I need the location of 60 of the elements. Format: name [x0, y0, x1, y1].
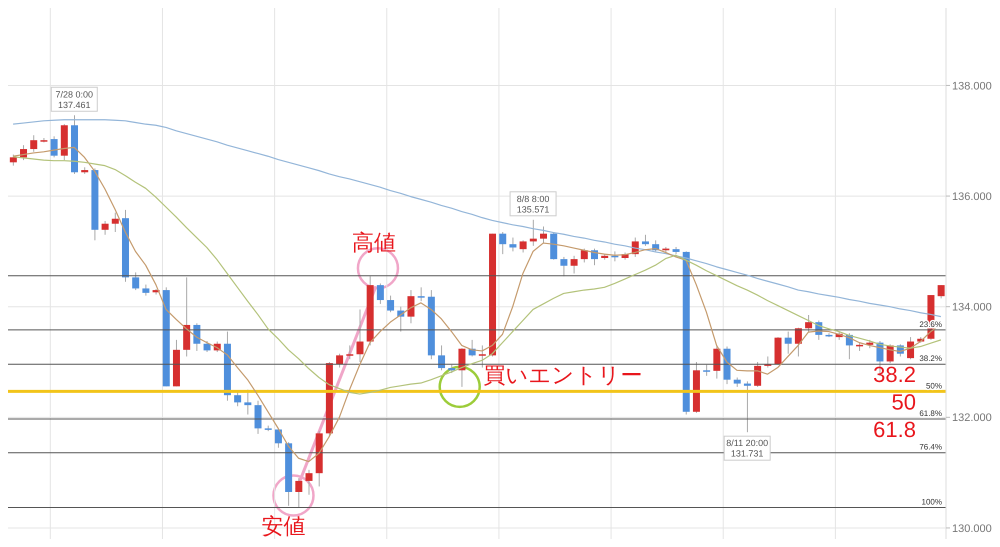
candlestick	[580, 248, 588, 263]
annotation: 38.2%	[919, 354, 942, 364]
candlestick	[50, 136, 58, 158]
candlestick	[274, 428, 282, 448]
annotation: 76.4%	[919, 442, 942, 452]
candlestick	[132, 272, 140, 291]
candlestick	[754, 362, 762, 388]
annotation: 50%	[926, 381, 942, 390]
candlestick	[346, 344, 354, 360]
y-tick-label: 132.000	[952, 412, 992, 424]
candlestick	[356, 308, 364, 362]
candlestick	[458, 348, 466, 388]
candlestick	[805, 314, 812, 332]
candlestick	[499, 232, 506, 255]
candlestick	[570, 255, 578, 274]
candlestick	[642, 234, 649, 246]
candlestick	[204, 340, 211, 353]
candlestick	[713, 344, 720, 380]
y-tick-label: 138.000	[952, 80, 992, 92]
line-series	[12, 119, 942, 318]
candlestick	[560, 256, 568, 277]
candlestick	[418, 286, 425, 302]
annotation: 8/8 8:00 135.571	[516, 194, 550, 214]
candlestick	[142, 284, 150, 296]
candlestick	[254, 400, 262, 434]
annotation: 7/28 0:00 137.461	[56, 89, 94, 110]
annotation: 安値	[261, 513, 306, 538]
candlestick	[336, 353, 344, 368]
candlestick	[540, 226, 548, 244]
candlestick	[234, 392, 242, 407]
candlestick	[744, 380, 751, 433]
annotation: 61.8	[873, 416, 916, 442]
candlestick	[478, 344, 486, 368]
candlestick	[407, 290, 414, 324]
candlestick	[734, 376, 741, 388]
candlestick	[102, 220, 109, 236]
annotation: 38.2	[873, 362, 916, 388]
candlestick	[509, 237, 516, 252]
candlestick	[938, 284, 945, 299]
candlestick	[306, 469, 313, 496]
candlestick	[520, 240, 527, 253]
candlestick	[295, 478, 302, 508]
annotation: 61.8%	[919, 408, 942, 418]
annotation: 買いエントリー	[484, 362, 643, 388]
annotation: 50	[892, 389, 916, 414]
candlestick	[703, 364, 710, 376]
annotation: 100%	[922, 497, 942, 506]
candlestick	[387, 295, 394, 313]
candlestick	[438, 344, 446, 371]
candlestick	[244, 389, 252, 416]
candlestick	[784, 331, 792, 354]
annotation: 高値	[352, 230, 396, 256]
y-tick-label: 130.000	[952, 522, 992, 535]
y-tick-label: 134.000	[952, 302, 992, 314]
candlestick	[30, 134, 38, 152]
y-tick-label: 136.000	[952, 190, 992, 203]
candlestick	[611, 250, 618, 262]
candlestick	[112, 212, 119, 233]
candlestick	[530, 219, 537, 246]
candlestick	[376, 282, 384, 304]
